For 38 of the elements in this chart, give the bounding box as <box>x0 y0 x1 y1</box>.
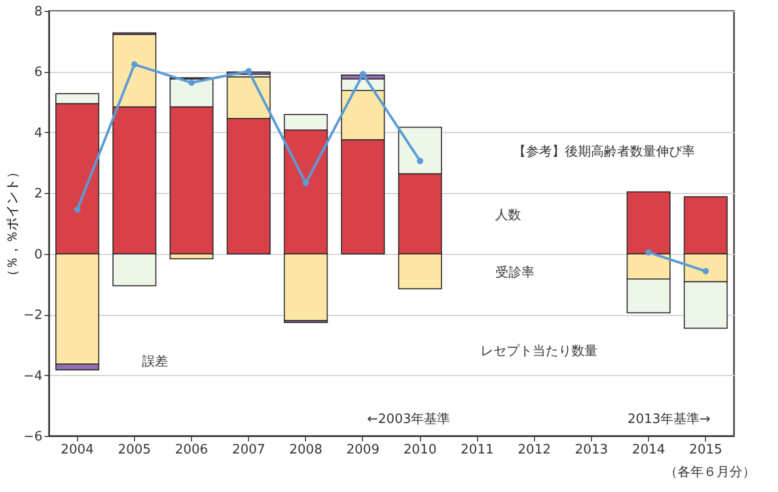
y-tick-label: 2 <box>34 186 42 202</box>
annotation: ←2003年基準 <box>367 412 450 427</box>
x-tick-label: 2010 <box>404 442 437 458</box>
annotation: 2013年基準→ <box>627 412 711 427</box>
x-tick-label: 2005 <box>118 442 151 458</box>
x-tick-label: 2014 <box>632 442 666 458</box>
point <box>645 249 652 256</box>
point <box>74 206 80 213</box>
x-tick-label: 2011 <box>460 442 494 458</box>
point <box>416 158 424 164</box>
x-tick-label: 2007 <box>232 442 266 458</box>
text: （各年６月分） <box>664 465 756 480</box>
point <box>246 68 252 74</box>
x-tick-label: 2012 <box>518 442 551 458</box>
x-tick-label: 2009 <box>346 442 380 458</box>
annotation: 【参考】後期高齢者数量伸び率 <box>512 143 695 160</box>
x-tick-label: 2004 <box>60 442 94 458</box>
annotation: レセプト当たり数量 <box>480 344 598 359</box>
y-tick-label: 6 <box>34 65 42 80</box>
point <box>302 180 309 186</box>
y-tick-label: −4 <box>23 368 42 384</box>
annotation: 受診率 <box>495 264 534 280</box>
point <box>702 268 709 274</box>
y-tick-label: 0 <box>34 247 42 262</box>
annotation: 誤差 <box>142 354 168 370</box>
y-tick-label: −2 <box>23 308 42 324</box>
y-tick-label: 4 <box>34 126 42 141</box>
annotation: 人数 <box>494 208 521 223</box>
x-tick-label: 2015 <box>689 442 722 458</box>
point <box>360 70 366 78</box>
x-tick-label: 2008 <box>289 442 322 458</box>
point <box>188 79 195 86</box>
y-tick-label: −6 <box>23 430 42 444</box>
y-axis-title: （％，％ポイント） <box>5 166 20 282</box>
y-tick-label: 8 <box>34 4 42 20</box>
point <box>131 61 138 68</box>
x-tick-label: 2013 <box>574 442 608 458</box>
x-tick-label: 2006 <box>174 442 208 458</box>
